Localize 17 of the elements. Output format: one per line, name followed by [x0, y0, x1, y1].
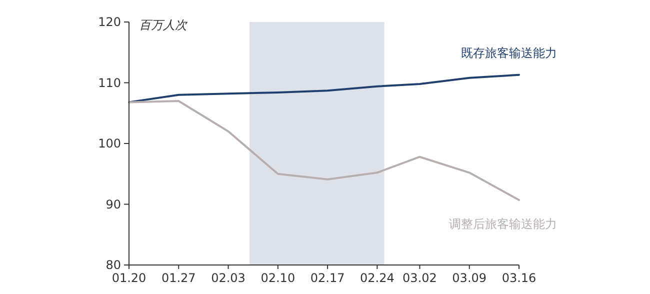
x-tick-label: 02.24 — [360, 271, 394, 285]
y-tick-label: 80 — [106, 258, 121, 272]
x-tick-label: 03.09 — [452, 271, 487, 285]
y-tick-label: 90 — [106, 197, 121, 212]
x-tick-label: 03.16 — [502, 271, 536, 285]
series-label: 既存旅客输送能力 — [461, 46, 557, 60]
y-tick-label: 120 — [98, 15, 121, 30]
y-tick-label: 100 — [98, 136, 121, 151]
x-tick-label: 03.02 — [402, 271, 437, 285]
x-tick-label: 02.17 — [310, 271, 345, 285]
x-tick-label: 01.20 — [112, 271, 146, 285]
x-tick-label: 01.27 — [161, 271, 196, 285]
x-tick-label: 02.10 — [260, 271, 296, 285]
y-tick-label: 110 — [98, 76, 121, 90]
y-axis-title: 百万人次 — [139, 18, 188, 32]
text: 调整后旅客输送能力 — [449, 216, 557, 231]
x-tick-label: 02.03 — [211, 271, 246, 285]
